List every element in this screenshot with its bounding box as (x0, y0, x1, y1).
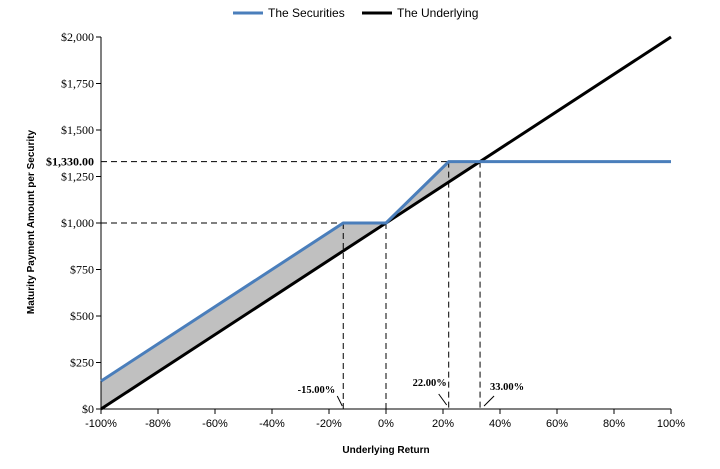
x-tick-label: 60% (546, 418, 568, 430)
y-tick-label: $250 (70, 356, 94, 370)
legend: The Securities The Underlying (233, 6, 478, 20)
x-tick-label: -80% (145, 418, 171, 430)
x-annotation-leader (438, 393, 448, 406)
y-tick-label: $1,000 (61, 216, 94, 230)
legend-label-underlying: The Underlying (397, 6, 478, 20)
x-annotation-leader (336, 395, 343, 407)
x-tick-label: -20% (316, 418, 342, 430)
y-axis-title: Maturity Payment Amount per Security (26, 130, 37, 315)
y-tick-label: $750 (70, 263, 94, 277)
y-tick-label: $500 (70, 309, 94, 323)
x-tick-label: 40% (489, 418, 511, 430)
legend-label-securities: The Securities (268, 6, 345, 20)
x-annotation-label: 22.00% (413, 378, 447, 389)
plot-area: $0 $250 $500 $750 $1,000 $1,250 $1,500 $1,750 $2… (46, 30, 685, 430)
y-tick-label: $1,750 (61, 77, 94, 91)
y-tick-label: $2,000 (61, 30, 94, 44)
y-tick-label: $1,250 (61, 170, 94, 184)
x-annotation-leader (483, 395, 495, 407)
x-tick-label: 80% (603, 418, 625, 430)
x-tick-label: 0% (378, 418, 394, 430)
x-tick-label: -100% (85, 418, 117, 430)
x-tick-label: -40% (259, 418, 285, 430)
y-tick-label: $1,500 (61, 123, 94, 137)
x-axis-title: Underlying Return (342, 445, 429, 456)
y-annotation-label: $1,330.00 (46, 155, 94, 169)
series-line-securities (100, 160, 671, 383)
x-annotation-label: 33.00% (490, 382, 524, 393)
x-annotation-label: -15.00% (298, 385, 336, 396)
y-tick-label: $0 (82, 402, 94, 416)
x-tick-label: -60% (202, 418, 228, 430)
x-tick-label: 100% (657, 418, 685, 430)
x-tick-label: 20% (432, 418, 454, 430)
